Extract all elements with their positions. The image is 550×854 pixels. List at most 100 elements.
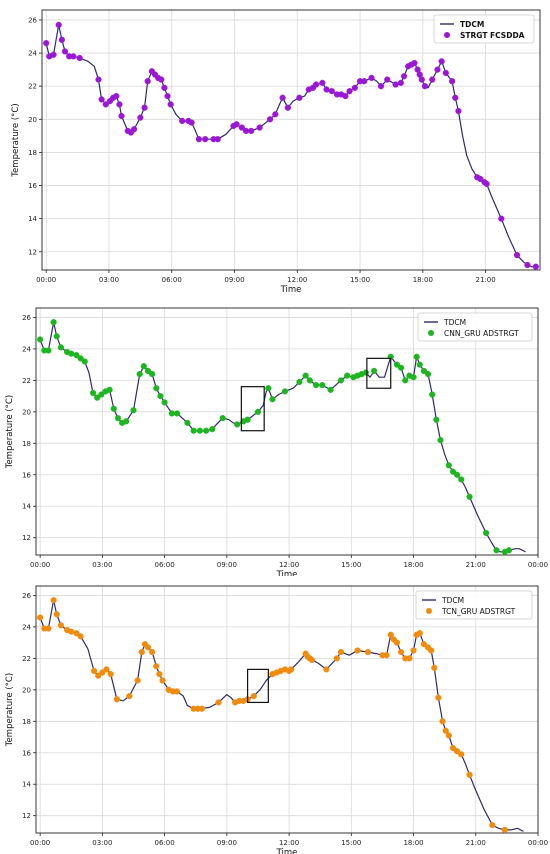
- x-tick-label: 18:00: [403, 561, 423, 569]
- x-tick-label: 21:00: [466, 561, 486, 569]
- chart-3: 00:00 03:00 06:00 09:00 12:00 15:00 18:00 21:00…: [5, 585, 548, 854]
- data-point-marker: [126, 693, 133, 700]
- x-tick-label: 18:00: [403, 839, 423, 847]
- data-point-marker: [198, 705, 206, 712]
- data-point-marker: [442, 727, 449, 734]
- data-point-marker: [449, 468, 457, 475]
- series-line-tdcm: [45, 24, 536, 268]
- data-point-marker: [513, 251, 521, 259]
- data-point-marker: [99, 669, 106, 676]
- legend-label-tdcm: TDCM: [443, 318, 466, 327]
- data-point-marker: [284, 104, 291, 111]
- y-tick-label: 20: [28, 116, 37, 124]
- data-point-marker: [50, 319, 57, 326]
- data-point-marker: [364, 648, 372, 656]
- series-line-tdcm: [39, 599, 524, 832]
- data-point-marker: [424, 370, 432, 378]
- y-tick-label: 12: [22, 812, 31, 820]
- data-point-marker: [57, 344, 64, 351]
- y-tick-label: 24: [28, 50, 37, 58]
- data-point-marker: [209, 426, 216, 433]
- y-tick-label: 14: [22, 781, 31, 789]
- x-tick-label: 12:00: [279, 839, 299, 847]
- data-point-marker: [57, 622, 64, 629]
- data-point-marker: [98, 96, 105, 103]
- data-point-marker: [361, 78, 368, 85]
- y-tick-label: 14: [22, 503, 31, 511]
- data-point-marker: [288, 666, 295, 673]
- data-point-marker: [89, 389, 97, 397]
- data-point-marker: [346, 88, 353, 95]
- y-tick-label: 12: [28, 248, 37, 256]
- data-point-marker: [116, 101, 123, 108]
- y-tick-label: 22: [22, 655, 31, 663]
- highlight-box: [246, 668, 269, 704]
- data-point-marker: [306, 377, 313, 384]
- x-tick-label: 09:00: [217, 561, 237, 569]
- data-point-marker: [397, 364, 405, 371]
- data-point-marker: [420, 367, 428, 375]
- y-tick-label: 20: [22, 408, 31, 416]
- data-point-marker: [437, 437, 444, 444]
- data-point-marker: [453, 471, 461, 478]
- data-point-marker: [53, 333, 60, 340]
- data-point-marker: [81, 358, 88, 365]
- data-point-marker: [466, 493, 473, 500]
- data-point-marker: [77, 633, 84, 640]
- x-tick-label: 00:00: [528, 561, 548, 569]
- y-tick-label: 12: [22, 534, 31, 542]
- y-tick-label: 26: [22, 592, 31, 600]
- y-tick-label: 24: [22, 623, 31, 631]
- data-point-marker: [77, 355, 84, 362]
- x-axis-label: Time: [280, 285, 302, 292]
- series-line-tdcm: [39, 321, 526, 553]
- x-tick-label: 09:00: [224, 276, 244, 284]
- data-point-marker: [73, 630, 80, 637]
- data-point-marker: [188, 119, 195, 126]
- data-point-marker: [302, 372, 309, 379]
- data-point-marker: [173, 688, 181, 695]
- data-point-marker: [149, 370, 156, 378]
- legend-marker-swatch: [428, 330, 434, 336]
- data-point-marker: [354, 647, 361, 654]
- plot-frame: [35, 585, 539, 834]
- data-point-marker: [234, 421, 241, 428]
- data-point-marker: [45, 347, 52, 354]
- data-point-marker: [153, 663, 160, 670]
- data-point-marker: [371, 367, 378, 375]
- data-point-marker: [342, 93, 349, 100]
- data-point-marker: [333, 655, 340, 662]
- data-point-marker: [141, 104, 148, 111]
- data-point-marker: [242, 127, 250, 134]
- data-point-marker: [43, 40, 50, 47]
- data-point-marker: [387, 631, 394, 638]
- data-point-marker: [498, 215, 505, 222]
- data-point-marker: [106, 386, 113, 393]
- data-point-marker: [136, 370, 143, 378]
- legend-box: [417, 312, 533, 342]
- legend-label-markers: TCN_GRU ADSTRGT: [441, 607, 516, 616]
- legend-box: [415, 590, 533, 620]
- data-point-marker: [393, 639, 401, 646]
- x-tick-label: 03:00: [92, 561, 112, 569]
- data-point-marker: [156, 671, 163, 678]
- data-point-marker: [428, 647, 435, 654]
- data-point-marker: [445, 462, 452, 469]
- data-point-marker: [55, 21, 62, 29]
- x-tick-label: 15:00: [341, 839, 361, 847]
- x-axis-label: Time: [276, 570, 298, 576]
- data-point-marker: [265, 385, 272, 392]
- data-point-marker: [458, 476, 465, 483]
- data-point-marker: [413, 353, 420, 360]
- y-tick-label: 16: [22, 749, 31, 757]
- data-point-marker: [368, 74, 375, 81]
- legend-label-markers: STRGT FCSDDA: [460, 31, 525, 40]
- data-point-marker: [94, 394, 101, 401]
- data-point-marker: [449, 78, 456, 85]
- data-point-marker: [532, 263, 539, 270]
- chart-panel-3: 00:00 03:00 06:00 09:00 12:00 15:00 18:00 21:00…: [0, 578, 550, 854]
- data-point-marker: [410, 647, 417, 654]
- data-point-marker: [45, 625, 52, 632]
- x-tick-label: 15:00: [350, 276, 370, 284]
- x-tick-label: 03:00: [92, 839, 112, 847]
